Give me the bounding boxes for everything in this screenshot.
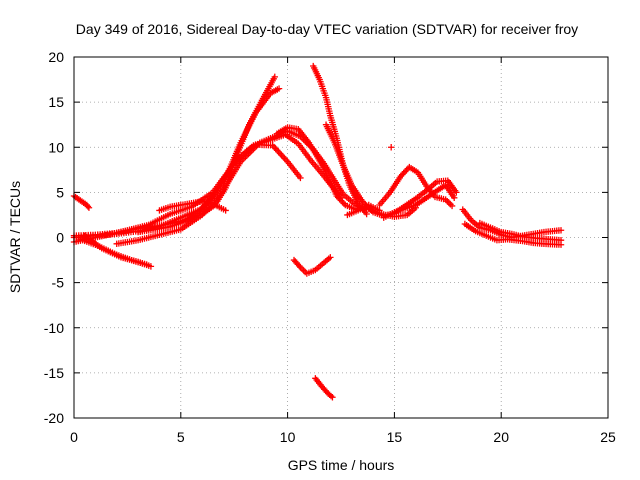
series-track-f: [77, 236, 150, 268]
data-series: [70, 62, 565, 401]
data-point: [376, 207, 383, 214]
grid-lines: [74, 57, 608, 418]
series-track-p: [387, 144, 395, 151]
data-point: [387, 144, 395, 151]
y-tick-label: 15: [48, 94, 64, 110]
data-point: [84, 203, 92, 210]
y-tick-label: -10: [44, 320, 64, 336]
data-point: [448, 202, 456, 210]
data-point: [222, 207, 229, 214]
data-point: [85, 204, 93, 211]
y-tick-labels: -20 -15 -10 -5 0 5 10 15 20: [44, 49, 64, 426]
y-tick-label: -20: [44, 410, 64, 426]
series-track-u: [312, 375, 336, 401]
series-track-t: [290, 254, 334, 277]
y-tick-label: 5: [56, 184, 64, 200]
data-point: [147, 263, 155, 270]
chart-title: Day 349 of 2016, Sidereal Day-to-day VTE…: [76, 21, 578, 37]
x-axis-label: GPS time / hours: [288, 457, 395, 473]
y-tick-label: 0: [56, 230, 64, 246]
series-track-o: [344, 201, 383, 219]
data-point: [295, 262, 303, 270]
data-point: [143, 261, 150, 268]
y-tick-label: 20: [48, 49, 64, 65]
data-point: [297, 174, 304, 182]
x-tick-label: 10: [280, 429, 296, 445]
x-tick-label: 25: [600, 429, 616, 445]
series-track-a: [70, 192, 93, 211]
data-point: [327, 392, 335, 400]
plot-frame: [73, 56, 609, 419]
y-tick-label: -5: [52, 275, 65, 291]
x-tick-labels: 0 5 10 15 20 25: [70, 429, 616, 445]
series-track-n: [380, 181, 458, 221]
x-tick-label: 0: [70, 429, 78, 445]
data-point: [275, 85, 283, 92]
data-point: [451, 194, 458, 201]
data-point: [557, 237, 565, 244]
data-point: [363, 210, 370, 218]
data-point: [557, 227, 565, 234]
series-track-i: [156, 198, 229, 214]
y-axis-label: SDTVAR / TECUs: [7, 181, 23, 293]
data-point: [271, 73, 278, 81]
series-track-c: [70, 85, 283, 241]
series-track-d: [70, 141, 304, 246]
y-tick-label: 10: [48, 139, 64, 155]
x-tick-label: 15: [387, 429, 403, 445]
data-point: [453, 189, 460, 196]
data-point: [329, 394, 336, 401]
x-tick-label: 5: [177, 429, 185, 445]
y-tick-label: -15: [44, 365, 64, 381]
x-tick-label: 20: [493, 429, 509, 445]
data-point: [327, 254, 334, 261]
series-track-s: [476, 219, 565, 244]
